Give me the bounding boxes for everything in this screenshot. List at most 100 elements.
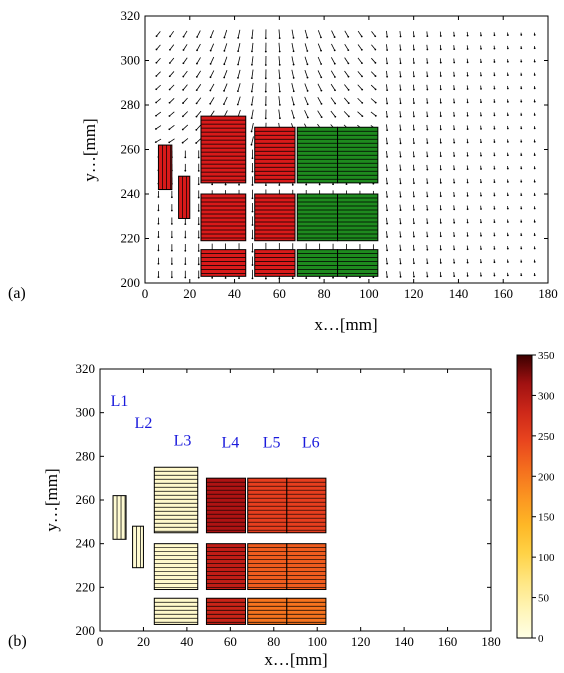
flow-arrow-head: [334, 89, 336, 92]
flow-arrow-head: [439, 155, 442, 158]
flow-arrow-head: [278, 50, 281, 53]
flow-arrow: [291, 96, 295, 105]
flow-arrow-head: [439, 75, 442, 77]
block-13: [286, 477, 327, 534]
flow-arrow: [399, 177, 401, 184]
flow-arrow-head: [413, 249, 415, 251]
layer-label-l3: L3: [174, 432, 192, 449]
flow-arrow-head: [480, 114, 482, 117]
flow-arrow-head: [480, 141, 482, 144]
flow-arrow: [357, 30, 363, 37]
flow-arrow: [223, 43, 228, 52]
flow-arrow: [344, 30, 349, 37]
flow-arrow-head: [466, 74, 469, 77]
flow-arrow-head: [374, 114, 377, 117]
flow-arrow-head: [320, 89, 323, 92]
flow-arrow: [386, 217, 388, 224]
flow-arrow-head: [466, 141, 469, 144]
flow-arrow-head: [520, 220, 523, 223]
flow-arrow-head: [506, 114, 509, 117]
flow-arrow-head: [493, 261, 496, 264]
flow-arrow-head: [466, 181, 469, 184]
flow-arrow: [278, 56, 281, 65]
flow-arrow: [399, 257, 401, 264]
flow-arrow-head: [211, 276, 214, 279]
flow-arrow-head: [399, 209, 402, 211]
block-7: [205, 477, 247, 534]
flow-arrow-head: [360, 48, 363, 51]
flow-arrow-head: [237, 90, 239, 93]
x-tick-label: 180: [481, 634, 501, 649]
flow-arrow-head: [480, 74, 482, 77]
flow-arrow-head: [386, 89, 389, 91]
flow-arrow: [399, 97, 401, 104]
flow-arrow-head: [197, 250, 200, 252]
flow-arrow-head: [155, 48, 158, 51]
flow-arrow: [399, 124, 401, 131]
flow-arrow: [156, 57, 161, 64]
flow-arrow: [196, 30, 201, 38]
y-tick-label: 320: [121, 8, 141, 23]
flow-arrow-head: [181, 141, 184, 144]
flow-arrow-head: [251, 277, 254, 280]
flow-arrow: [278, 109, 281, 119]
flow-arrow-head: [520, 154, 523, 156]
flow-arrow: [357, 44, 363, 51]
flow-arrow-head: [278, 37, 281, 40]
flow-arrow-head: [197, 196, 200, 199]
flow-arrow-head: [196, 36, 199, 38]
flow-arrow-head: [426, 275, 429, 278]
flow-arrow-head: [533, 60, 536, 63]
flow-arrow-head: [265, 277, 267, 280]
flow-arrow-head: [533, 247, 536, 250]
flow-arrow: [278, 82, 281, 92]
flow-arrow-head: [184, 169, 187, 172]
flow-arrow: [223, 70, 228, 78]
x-tick-label: 100: [359, 286, 379, 301]
flow-arrow: [370, 71, 376, 77]
colorbar-tick-label: 200: [538, 471, 555, 483]
flow-arrow-head: [157, 276, 160, 279]
flow-arrow-head: [399, 235, 402, 238]
flow-arrow-head: [292, 103, 295, 106]
block-0: [157, 144, 173, 191]
flow-arrow-head: [466, 261, 469, 264]
flow-arrow: [237, 56, 241, 65]
x-tick-label: 120: [404, 286, 424, 301]
flow-arrow-head: [453, 34, 456, 37]
flow-arrow-head: [426, 195, 429, 198]
flow-arrow-head: [305, 277, 308, 279]
flow-arrow: [317, 70, 322, 78]
block-12: [286, 543, 327, 591]
x-tick-label: 180: [538, 286, 558, 301]
flow-arrow-head: [466, 128, 469, 130]
flow-arrow-head: [347, 75, 350, 78]
flow-arrow: [317, 97, 322, 105]
flow-arrow-head: [237, 76, 239, 79]
flow-arrow-head: [439, 181, 442, 184]
flow-arrow-head: [493, 87, 496, 90]
flow-arrow-head: [453, 88, 456, 91]
flow-arrow-head: [453, 155, 456, 157]
flow-arrow-head: [453, 248, 456, 251]
flow-arrow-head: [197, 169, 200, 172]
flow-arrow: [155, 98, 162, 103]
flow-arrow: [183, 57, 188, 64]
flow-arrow: [169, 84, 175, 90]
flow-arrow-head: [493, 61, 496, 63]
flow-arrow-head: [157, 262, 160, 265]
flow-arrow-head: [506, 140, 509, 143]
flow-arrow-head: [399, 249, 402, 252]
flow-arrow-head: [413, 235, 415, 238]
flow-arrow-head: [466, 234, 469, 237]
flow-arrow-head: [533, 207, 536, 210]
flow-arrow-head: [196, 49, 198, 52]
flow-arrow-head: [399, 182, 402, 185]
flow-arrow-head: [347, 49, 350, 51]
flow-arrow-head: [386, 75, 389, 78]
flow-arrow-head: [426, 262, 429, 265]
flow-arrow: [317, 43, 322, 51]
flow-arrow-head: [480, 181, 482, 184]
flow-arrow-head: [320, 63, 323, 65]
flow-arrow-head: [170, 263, 173, 265]
